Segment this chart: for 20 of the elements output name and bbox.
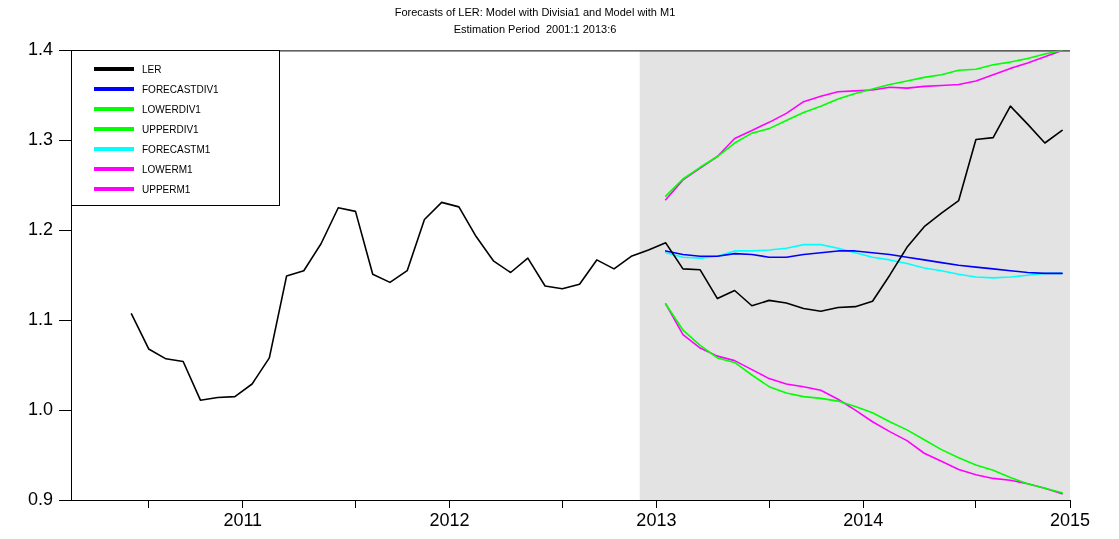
legend-label: FORECASTDIV1 (142, 83, 219, 95)
legend-label: LOWERDIV1 (142, 103, 201, 115)
y-tick-label: 0.9 (27, 488, 53, 509)
x-tick-label: 2014 (843, 509, 884, 530)
chart-title: Forecasts of LER: Model with Divisia1 and Model with M1 (394, 5, 676, 18)
x-tick-label: 2013 (636, 509, 677, 530)
x-tick-label: 2015 (1049, 509, 1091, 530)
legend-label: UPPERM1 (142, 183, 191, 195)
y-tick-label: 1.4 (27, 39, 53, 60)
legend-label: FORECASTM1 (142, 143, 211, 155)
y-tick-label: 1.1 (27, 309, 53, 330)
y-tick-label: 1.2 (27, 219, 53, 240)
x-tick-label: 2011 (223, 509, 263, 530)
chart-subtitle: Estimation Period 2001:1 2013:6 (453, 22, 617, 35)
y-tick-label: 1.0 (27, 399, 53, 420)
legend-label: LOWERM1 (142, 163, 193, 175)
y-tick-label: 1.3 (27, 129, 53, 150)
x-tick-label: 2012 (429, 509, 470, 530)
legend-label: LER (142, 63, 162, 75)
legend-label: UPPERDIV1 (142, 123, 199, 135)
